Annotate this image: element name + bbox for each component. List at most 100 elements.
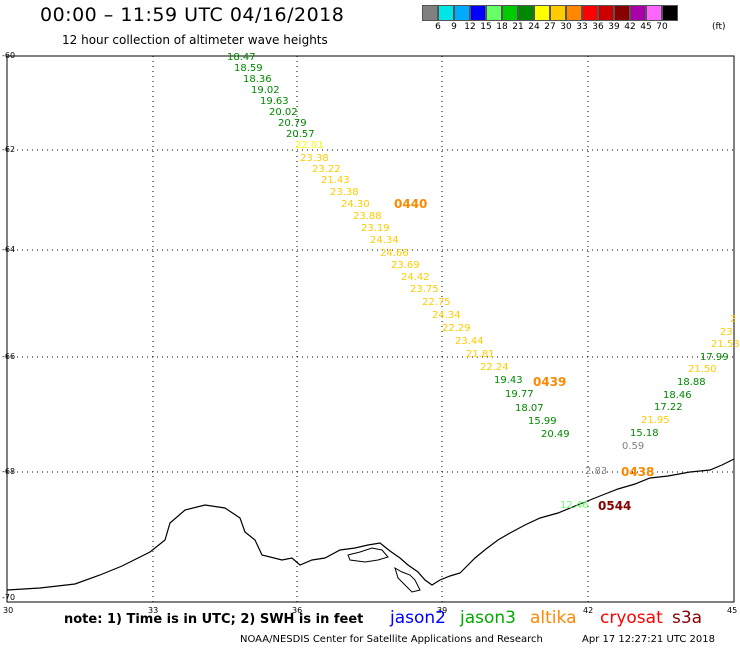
note-text: note: 1) Time is in UTC; 2) SWH is in fe… — [64, 612, 364, 627]
legend-swatch — [486, 5, 502, 21]
pass-time-label: 0439 — [533, 375, 566, 389]
wave-height-value: 23.22 — [312, 164, 341, 175]
legend-value-label: 6 — [435, 22, 441, 32]
pass-time-label: 0440 — [394, 197, 427, 211]
longitude-label: 36 — [292, 606, 302, 615]
wave-height-value: 23.19 — [361, 223, 390, 234]
legend-value-label: 9 — [451, 22, 457, 32]
wave-height-value: 19.77 — [505, 389, 534, 400]
longitude-label: 33 — [148, 606, 158, 615]
wave-height-value: 2.83 — [585, 466, 607, 477]
wave-height-value: 24.34 — [432, 310, 461, 321]
legend-swatch — [630, 5, 646, 21]
legend-value-label: 24 — [528, 22, 540, 32]
wave-height-value: 19.02 — [251, 85, 280, 96]
wave-height-value: 21.50 — [688, 364, 717, 375]
satellite-label: s3a — [672, 608, 703, 628]
wave-height-value: 18.47 — [227, 52, 256, 63]
legend-value-label: 27 — [544, 22, 556, 32]
longitude-label: 42 — [583, 606, 593, 615]
wave-height-value: 18.36 — [243, 74, 272, 85]
wave-height-value: 24.30 — [341, 199, 370, 210]
map-subtitle: 12 hour collection of altimeter wave hei… — [62, 33, 328, 47]
wave-height-value: 18.07 — [515, 403, 544, 414]
wave-height-value: 22.75 — [422, 297, 451, 308]
legend-swatch — [438, 5, 454, 21]
legend-swatch — [566, 5, 582, 21]
legend-swatch — [598, 5, 614, 21]
wave-height-value: 20.79 — [278, 118, 307, 129]
wave-height-value: 20.49 — [541, 429, 570, 440]
legend-swatch — [470, 5, 486, 21]
wave-height-value: 21.53 — [711, 339, 740, 350]
pass-time-label: 0544 — [598, 499, 631, 513]
legend-swatch — [614, 5, 630, 21]
wave-height-value: 17.22 — [654, 402, 683, 413]
legend-swatch — [502, 5, 518, 21]
legend-value-label: 39 — [608, 22, 620, 32]
legend-unit: (ft) — [712, 22, 726, 32]
wave-height-value: 22.01 — [295, 140, 324, 151]
legend-swatch — [518, 5, 534, 21]
coastline-inlet — [394, 566, 421, 593]
longitude-label: 45 — [727, 606, 737, 615]
wave-height-value: 19.63 — [260, 96, 289, 107]
longitude-label: 39 — [437, 606, 447, 615]
satellite-label: jason3 — [460, 608, 516, 628]
latitude-label: -64 — [2, 245, 15, 254]
latitude-label: -62 — [2, 145, 15, 154]
legend-swatch — [454, 5, 470, 21]
legend-value-label: 36 — [592, 22, 604, 32]
color-legend — [422, 5, 678, 21]
wave-height-value: 23.44 — [455, 336, 484, 347]
wave-height-value: 18.46 — [663, 390, 692, 401]
wave-height-value: 23 — [720, 327, 733, 338]
axis-labels: -60 -62 -64 -66 -68 -70 30 33 36 39 42 45 — [2, 51, 737, 615]
legend-value-label: 12 — [464, 22, 476, 32]
wave-height-value: 17.99 — [700, 352, 729, 363]
legend-swatch — [550, 5, 566, 21]
legend-value-label: 42 — [624, 22, 636, 32]
wave-height-value: 24.34 — [370, 235, 399, 246]
latitude-label: -68 — [2, 467, 15, 476]
latitude-label: -66 — [2, 352, 15, 361]
coastline — [6, 458, 735, 591]
legend-value-label: 70 — [656, 22, 668, 32]
legend-swatch — [646, 5, 662, 21]
wave-height-value: 15.18 — [630, 428, 659, 439]
wave-height-value: 21.95 — [641, 415, 670, 426]
pass-time-labels: 0440 0439 0438 0544 — [394, 197, 654, 513]
wave-height-value: 23.38 — [300, 153, 329, 164]
satellite-label: altika — [530, 608, 577, 628]
legend-swatch — [422, 5, 438, 21]
latitude-label: -70 — [2, 593, 15, 602]
legend-value-label: 45 — [640, 22, 652, 32]
wave-height-value: 20.02 — [269, 107, 298, 118]
wave-height-value: 0.59 — [622, 441, 644, 452]
legend-swatch — [534, 5, 550, 21]
longitude-label: 30 — [3, 606, 13, 615]
wave-height-value: 24.66 — [380, 248, 409, 259]
satellite-label: jason2 — [390, 608, 446, 628]
credit-text: NOAA/NESDIS Center for Satellite Applica… — [240, 634, 543, 645]
legend-value-label: 18 — [496, 22, 508, 32]
wave-height-value: 20.57 — [286, 129, 315, 140]
legend-swatch — [662, 5, 678, 21]
wave-height-value: 21.43 — [321, 175, 350, 186]
wave-height-value: 12.46 — [560, 500, 589, 511]
satellite-label: cryosat — [600, 608, 663, 628]
graticule — [7, 56, 734, 602]
measurement-labels: 18.4718.5918.3619.0219.6320.0220.7920.57… — [227, 52, 740, 511]
wave-height-value: 15.99 — [528, 416, 557, 427]
wave-height-value: 23.88 — [353, 211, 382, 222]
wave-height-value: 22.24 — [480, 362, 509, 373]
coastline-island — [347, 547, 389, 563]
wave-height-value: 23.69 — [391, 260, 420, 271]
wave-height-value: 18.88 — [677, 377, 706, 388]
legend-value-label: 30 — [560, 22, 572, 32]
wave-height-value: 24.42 — [401, 272, 430, 283]
latitude-label: -60 — [2, 51, 15, 60]
wave-height-value: 2 — [730, 314, 736, 325]
legend-value-label: 33 — [576, 22, 588, 32]
